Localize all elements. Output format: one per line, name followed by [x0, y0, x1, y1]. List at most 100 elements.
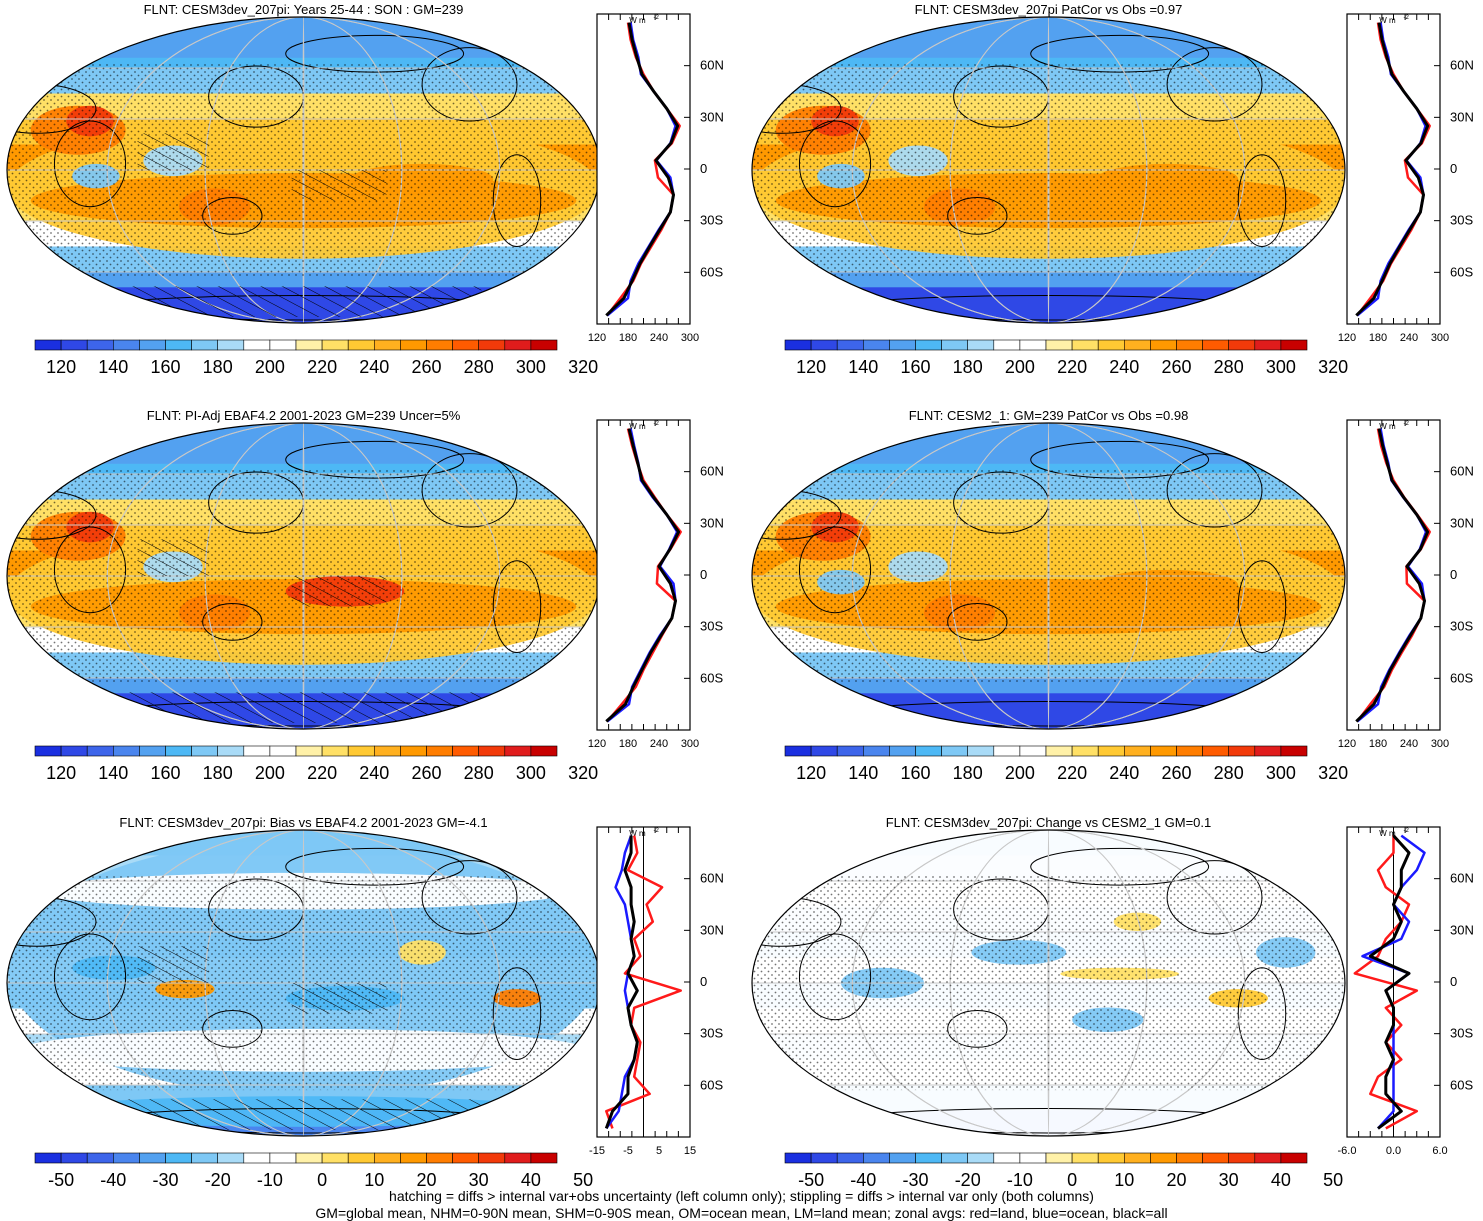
zonal-line-land: [1353, 835, 1419, 1130]
colorbar-swatch: [1045, 745, 1073, 757]
colorbar-swatch: [34, 339, 62, 351]
colorbar-swatch: [426, 745, 453, 757]
colorbar-swatch: [1124, 339, 1151, 351]
lat-label: 30N: [700, 922, 724, 937]
colorbar-label: 20: [416, 1170, 436, 1190]
colorbar-4: 120 140 160 180 200 220 240 260 280 300 320: [784, 745, 1348, 783]
zonal-line-all: [1368, 834, 1411, 1130]
zonal-unit-exponent: -2: [654, 15, 660, 21]
zonal-panel-4: 60N 30N 0 30S 60S W m -2 120 180 240 300: [1338, 419, 1474, 750]
zonal-frame: [1346, 13, 1441, 325]
colorbar-swatch: [452, 745, 480, 757]
zonal-xtick-label: 300: [681, 332, 699, 344]
colorbar-label: 40: [521, 1170, 541, 1190]
colorbar-swatch: [1202, 1152, 1229, 1164]
colorbar-swatch: [452, 1152, 480, 1164]
map-panel-1: FLNT: CESM3dev_207pi: Years 25-44 : SON …: [6, 2, 601, 324]
colorbar-swatch: [1150, 1152, 1177, 1164]
colorbar-label: -20: [955, 1170, 981, 1190]
lat-label: 0: [700, 161, 707, 176]
colorbar-label: 140: [848, 357, 878, 377]
colorbar-swatch: [60, 339, 88, 351]
colorbar-label: 120: [796, 357, 826, 377]
colorbar-label: 240: [1109, 763, 1139, 783]
zonal-line-ocean: [605, 835, 639, 1130]
colorbar-label: -50: [798, 1170, 824, 1190]
lat-label: 60N: [700, 871, 724, 886]
colorbar-swatch: [1150, 745, 1177, 757]
colorbar-label: -40: [850, 1170, 876, 1190]
colorbar-swatch: [1150, 339, 1177, 351]
zonal-panel-6: 60N 30N 0 30S 60S W m -2 -6.0 0.0 6.0: [1338, 826, 1474, 1157]
colorbar-swatch: [295, 1152, 323, 1164]
colorbar-label: 300: [516, 357, 546, 377]
colorbar-label: 120: [46, 357, 76, 377]
colorbar-swatch: [426, 339, 453, 351]
lat-label: 60S: [700, 670, 723, 685]
zonal-xtick-label: 120: [588, 332, 606, 344]
colorbar-swatch: [810, 745, 838, 757]
colorbar-swatch: [784, 1152, 812, 1164]
colorbar-label: 50: [573, 1170, 593, 1190]
colorbar-swatch: [217, 745, 245, 757]
lat-label: 30S: [700, 213, 723, 228]
lat-label: 30N: [1450, 515, 1474, 530]
lat-label: 60N: [1450, 871, 1474, 886]
zonal-xtick-label: 300: [1431, 332, 1449, 344]
colorbar-swatch: [889, 339, 916, 351]
colorbar-swatch: [993, 1152, 1021, 1164]
map-field: [752, 423, 1345, 729]
map-field: [7, 830, 600, 1136]
colorbar-swatch: [191, 1152, 219, 1164]
colorbar-swatch: [1202, 745, 1229, 757]
colorbar-swatch: [915, 745, 942, 757]
lat-label: 0: [1450, 974, 1457, 989]
zonal-unit-exponent: -2: [1404, 15, 1410, 21]
colorbar-swatch: [915, 1152, 942, 1164]
colorbar-swatch: [836, 745, 864, 757]
colorbar-swatch: [452, 339, 480, 351]
colorbar-swatch: [1071, 339, 1099, 351]
lat-label: 60S: [700, 264, 723, 279]
colorbar-swatch: [478, 745, 506, 757]
colorbar-label: 160: [150, 763, 180, 783]
zonal-xtick-label: 180: [619, 738, 637, 750]
colorbar-swatch: [1071, 1152, 1099, 1164]
colorbar-label: 280: [1214, 763, 1244, 783]
colorbar-swatch: [217, 339, 245, 351]
colorbar-swatch: [1124, 1152, 1151, 1164]
lat-label: 60S: [1450, 1077, 1473, 1092]
colorbar-swatch: [295, 339, 323, 351]
colorbar-5: -50 -40 -30 -20 -10 0 10 20 30 40 50: [34, 1152, 593, 1190]
colorbar-label: 300: [1266, 357, 1296, 377]
zonal-line-all: [1355, 22, 1430, 317]
colorbar-label: 30: [469, 1170, 489, 1190]
map-title: FLNT: CESM2_1: GM=239 PatCor vs Obs =0.9…: [909, 408, 1189, 423]
colorbar-swatch: [295, 745, 323, 757]
colorbar-swatch: [941, 339, 968, 351]
colorbar-swatch: [810, 1152, 838, 1164]
colorbar-swatch: [1202, 339, 1229, 351]
colorbar-swatch: [113, 339, 140, 351]
zonal-xtick-label: -6.0: [1338, 1145, 1357, 1157]
colorbar-label: 240: [1109, 357, 1139, 377]
zonal-unit-exponent: -2: [1404, 421, 1410, 427]
zonal-panel-5: 60N 30N 0 30S 60S W m -2 -15 -5 5 15: [589, 826, 724, 1157]
colorbar-swatch: [400, 745, 427, 757]
zonal-xtick-label: 300: [681, 738, 699, 750]
colorbar-swatch: [530, 1152, 558, 1164]
colorbar-label: 300: [516, 763, 546, 783]
colorbar-swatch: [426, 1152, 453, 1164]
map-title: FLNT: CESM3dev_207pi: Change vs CESM2_1 …: [886, 815, 1212, 830]
zonal-xtick-label: 5: [656, 1145, 662, 1157]
colorbar-label: 280: [1214, 357, 1244, 377]
colorbar-swatch: [113, 1152, 140, 1164]
map-title: FLNT: CESM3dev_207pi PatCor vs Obs =0.97: [915, 2, 1183, 17]
colorbar-swatch: [86, 1152, 114, 1164]
colorbar-swatch: [967, 1152, 995, 1164]
map-title: FLNT: CESM3dev_207pi: Years 25-44 : SON …: [144, 2, 464, 17]
colorbar-swatch: [1176, 1152, 1203, 1164]
colorbar-label: -30: [902, 1170, 928, 1190]
colorbar-label: 120: [796, 763, 826, 783]
